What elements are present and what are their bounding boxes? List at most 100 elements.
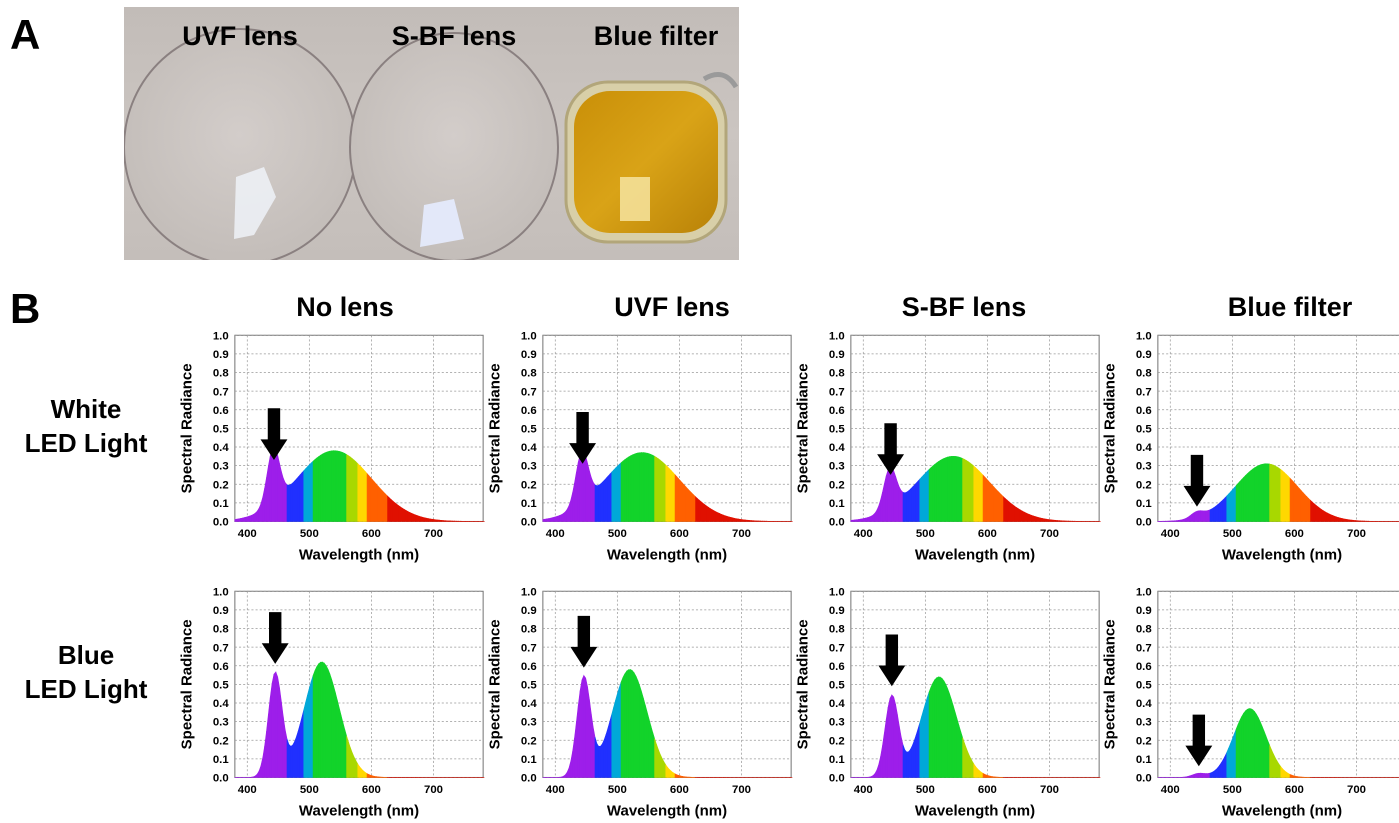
column-title-uvf-lens: UVF lens — [614, 292, 730, 323]
y-axis-label: Spectral Radiance — [794, 619, 811, 749]
x-tick-label: 500 — [300, 784, 319, 796]
x-tick-label: 500 — [608, 528, 627, 540]
y-tick-label: 0.0 — [829, 773, 845, 785]
y-tick-label: 0.4 — [1136, 442, 1152, 454]
x-tick-label: 500 — [1223, 784, 1242, 796]
y-tick-label: 0.5 — [521, 424, 537, 436]
y-tick-label: 0.3 — [829, 461, 845, 473]
y-tick-label: 0.7 — [829, 642, 845, 654]
y-tick-label: 0.8 — [213, 368, 229, 380]
x-tick-label: 600 — [1285, 784, 1304, 796]
y-tick-label: 0.6 — [521, 661, 537, 673]
y-axis-label: Spectral Radiance — [486, 363, 503, 493]
y-tick-label: 0.1 — [1136, 754, 1152, 766]
y-tick-label: 1.0 — [521, 586, 537, 598]
x-axis-label: Wavelength (nm) — [299, 547, 419, 564]
y-tick-label: 0.3 — [213, 461, 229, 473]
x-tick-label: 400 — [1161, 528, 1180, 540]
y-tick-label: 0.7 — [1136, 386, 1152, 398]
y-tick-label: 1.0 — [829, 586, 845, 598]
y-tick-label: 1.0 — [213, 586, 229, 598]
x-axis-label: Wavelength (nm) — [1222, 803, 1342, 820]
y-tick-label: 0.3 — [1136, 717, 1152, 729]
x-tick-label: 600 — [978, 528, 997, 540]
y-tick-label: 0.6 — [213, 405, 229, 417]
y-tick-label: 0.3 — [1136, 461, 1152, 473]
row-label-blue-led-line1: Blue — [25, 638, 148, 672]
y-tick-label: 0.8 — [1136, 368, 1152, 380]
y-tick-label: 0.2 — [829, 479, 845, 491]
row-label-blue-led-line2: LED Light — [25, 672, 148, 706]
x-tick-label: 700 — [1040, 528, 1059, 540]
y-tick-label: 0.0 — [1136, 773, 1152, 785]
keyring-icon — [704, 75, 736, 88]
y-tick-label: 0.8 — [1136, 624, 1152, 636]
x-tick-label: 400 — [546, 528, 565, 540]
y-tick-label: 0.8 — [829, 624, 845, 636]
y-axis-label: Spectral Radiance — [794, 363, 811, 493]
y-tick-label: 0.0 — [213, 517, 229, 529]
x-tick-label: 700 — [1347, 784, 1366, 796]
y-tick-label: 0.8 — [829, 368, 845, 380]
y-tick-label: 0.1 — [213, 498, 229, 510]
panel-label-b: B — [10, 288, 40, 330]
y-tick-label: 0.9 — [213, 605, 229, 617]
y-tick-label: 0.5 — [829, 680, 845, 692]
y-tick-label: 0.8 — [213, 624, 229, 636]
x-tick-label: 700 — [732, 528, 751, 540]
x-tick-label: 600 — [670, 784, 689, 796]
y-tick-label: 0.9 — [521, 349, 537, 361]
y-tick-label: 0.8 — [521, 624, 537, 636]
y-tick-label: 0.7 — [213, 386, 229, 398]
column-title-blue-filter: Blue filter — [1228, 292, 1353, 323]
lens-photo: UVF lens S-BF lens Blue filter — [124, 7, 739, 260]
y-tick-label: 0.4 — [829, 698, 845, 710]
y-tick-label: 0.9 — [829, 349, 845, 361]
y-tick-label: 0.1 — [829, 754, 845, 766]
x-tick-label: 700 — [424, 528, 443, 540]
y-tick-label: 0.6 — [521, 405, 537, 417]
x-tick-label: 400 — [854, 528, 873, 540]
y-tick-label: 0.5 — [521, 680, 537, 692]
y-tick-label: 0.2 — [1136, 735, 1152, 747]
y-tick-label: 0.9 — [829, 605, 845, 617]
y-tick-label: 0.0 — [521, 773, 537, 785]
column-title-no-lens: No lens — [296, 292, 394, 323]
x-axis-label: Wavelength (nm) — [915, 547, 1035, 564]
y-tick-label: 0.1 — [829, 498, 845, 510]
y-axis-label: Spectral Radiance — [178, 619, 195, 749]
row-label-blue-led: Blue LED Light — [25, 638, 148, 706]
row-label-white-led-line2: LED Light — [25, 426, 148, 460]
y-tick-label: 0.4 — [829, 442, 845, 454]
y-tick-label: 0.9 — [521, 605, 537, 617]
x-tick-label: 600 — [1285, 528, 1304, 540]
x-tick-label: 500 — [1223, 528, 1242, 540]
y-tick-label: 0.2 — [1136, 479, 1152, 491]
y-tick-label: 0.0 — [213, 773, 229, 785]
x-axis-label: Wavelength (nm) — [607, 547, 727, 564]
y-tick-label: 0.2 — [521, 735, 537, 747]
y-tick-label: 0.7 — [521, 642, 537, 654]
blue-filter-reflection — [620, 177, 650, 221]
y-tick-label: 0.0 — [829, 517, 845, 529]
x-tick-label: 600 — [362, 528, 381, 540]
y-tick-label: 0.5 — [213, 424, 229, 436]
y-tick-label: 0.8 — [521, 368, 537, 380]
y-tick-label: 0.3 — [521, 717, 537, 729]
y-axis-label: Spectral Radiance — [1101, 619, 1118, 749]
y-tick-label: 0.3 — [213, 717, 229, 729]
y-tick-label: 0.1 — [521, 754, 537, 766]
y-tick-label: 0.6 — [1136, 405, 1152, 417]
y-tick-label: 0.4 — [1136, 698, 1152, 710]
y-tick-label: 0.5 — [829, 424, 845, 436]
column-title-sbf-lens: S-BF lens — [902, 292, 1027, 323]
y-tick-label: 0.2 — [213, 735, 229, 747]
photo-label-uvf: UVF lens — [182, 21, 298, 52]
x-tick-label: 700 — [424, 784, 443, 796]
y-tick-label: 0.6 — [1136, 661, 1152, 673]
